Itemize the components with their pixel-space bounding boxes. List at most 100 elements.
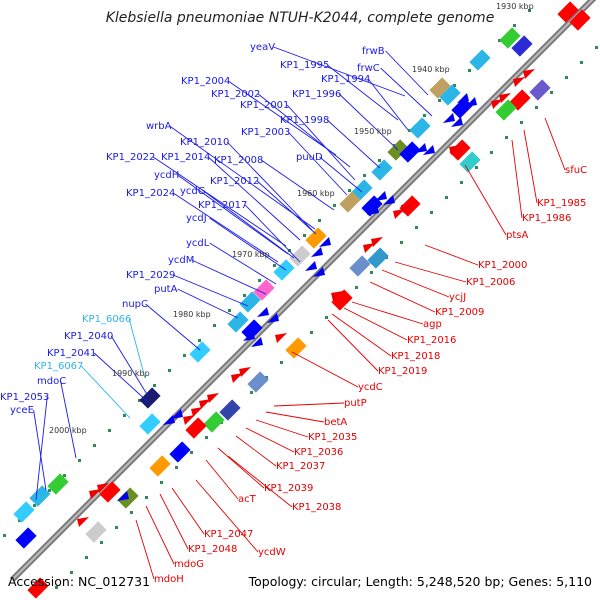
- scale-tick: [3, 534, 6, 537]
- label-leader-line: [203, 190, 295, 259]
- gene-label[interactable]: KP1_6066: [82, 314, 131, 325]
- gene-label[interactable]: KP1_2048: [188, 544, 237, 555]
- label-leader-lines: [33, 46, 566, 580]
- gene-label[interactable]: sfuC: [565, 165, 587, 176]
- gene-label[interactable]: wrbA: [146, 121, 172, 132]
- scale-tick: [408, 129, 411, 132]
- gene-label[interactable]: ycdL: [186, 238, 210, 249]
- gene-label[interactable]: KP1_2036: [294, 447, 343, 458]
- reverse-gene-arrow: [363, 243, 375, 253]
- gene-label[interactable]: KP1_2019: [378, 366, 427, 377]
- gene-label[interactable]: KP1_1986: [522, 213, 571, 224]
- gene-label[interactable]: yceE: [10, 405, 34, 416]
- gene-label[interactable]: agp: [423, 319, 442, 330]
- gene-label[interactable]: frwB: [362, 46, 385, 57]
- gene-label[interactable]: ycdH: [154, 170, 179, 181]
- reverse-gene-block: [459, 151, 481, 173]
- gene-label[interactable]: KP1_2002: [211, 89, 260, 100]
- gene-label[interactable]: KP1_1994: [321, 74, 370, 85]
- gene-label[interactable]: KP1_2017: [198, 200, 247, 211]
- reverse-gene-block: [185, 417, 207, 439]
- gene-label[interactable]: KP1_2022: [106, 152, 155, 163]
- gene-label[interactable]: KP1_2003: [241, 127, 290, 138]
- gene-label[interactable]: KP1_2014: [161, 152, 210, 163]
- gene-label[interactable]: KP1_2018: [391, 351, 440, 362]
- gene-label[interactable]: KP1_2029: [126, 270, 175, 281]
- gene-label[interactable]: KP1_2024: [126, 188, 175, 199]
- label-leader-line: [380, 67, 433, 117]
- gene-label[interactable]: KP1_2040: [64, 331, 113, 342]
- gene-label[interactable]: mdoG: [174, 559, 204, 570]
- forward-gene-arrow: [367, 205, 379, 215]
- reverse-gene-arrow: [331, 291, 343, 301]
- scale-tick: [528, 9, 531, 12]
- gene-label[interactable]: yeaV: [250, 42, 275, 53]
- gene-label[interactable]: putP: [344, 398, 367, 409]
- gene-label[interactable]: ycjJ: [449, 292, 466, 303]
- scale-tick: [318, 219, 321, 222]
- gene-label[interactable]: ycdM: [168, 255, 194, 266]
- gene-label[interactable]: KP1_2001: [240, 100, 289, 111]
- forward-gene-arrow: [383, 195, 395, 205]
- gene-label[interactable]: acT: [238, 494, 257, 505]
- reverse-gene-block: [247, 371, 269, 393]
- gene-label[interactable]: KP1_2037: [276, 461, 325, 472]
- scale-tick: [213, 324, 216, 327]
- gene-label[interactable]: KP1_2053: [0, 392, 49, 403]
- scale-tick: [325, 316, 328, 319]
- gene-label[interactable]: ycdC: [358, 382, 383, 393]
- scale-tick: [505, 136, 508, 139]
- gene-label[interactable]: KP1_2004: [181, 76, 230, 87]
- label-leader-line: [385, 50, 429, 96]
- gene-label[interactable]: KP1_2047: [204, 529, 253, 540]
- gene-label[interactable]: ycdG: [180, 186, 206, 197]
- gene-label[interactable]: ycdJ: [186, 213, 207, 224]
- scale-tick: [423, 114, 426, 117]
- gene-label[interactable]: mdoH: [154, 574, 184, 585]
- gene-label[interactable]: KP1_2041: [47, 348, 96, 359]
- gene-label[interactable]: puuD: [296, 152, 323, 163]
- gene-label[interactable]: KP1_6067: [34, 361, 83, 372]
- gene-label[interactable]: ptsA: [506, 230, 528, 241]
- gene-label[interactable]: KP1_1995: [280, 60, 329, 71]
- reverse-gene-block: [331, 289, 353, 311]
- gene-label[interactable]: KP1_2006: [466, 277, 515, 288]
- reverse-gene-arrow: [97, 483, 109, 493]
- gene-label[interactable]: KP1_2008: [214, 155, 263, 166]
- scale-tick: [445, 196, 448, 199]
- gene-label[interactable]: ycdW: [258, 547, 286, 558]
- reverse-gene-block: [495, 99, 517, 121]
- label-leader-line: [265, 411, 325, 423]
- forward-gene-arrow: [311, 247, 323, 257]
- gene-label[interactable]: KP1_2009: [435, 307, 484, 318]
- gene-label[interactable]: mdoC: [37, 376, 66, 387]
- gene-label[interactable]: KP1_1996: [292, 89, 341, 100]
- scale-tick: [370, 271, 373, 274]
- kbp-label: 1950 kbp: [354, 127, 392, 136]
- forward-gene-arrow: [451, 117, 463, 127]
- gene-label[interactable]: betA: [324, 417, 347, 428]
- gene-label[interactable]: KP1_2010: [180, 137, 229, 148]
- gene-label[interactable]: KP1_2012: [210, 176, 259, 187]
- gene-label[interactable]: KP1_2000: [478, 260, 527, 271]
- forward-gene-arrow: [443, 113, 455, 123]
- gene-label[interactable]: KP1_2035: [308, 432, 357, 443]
- topology-summary: Topology: circular; Length: 5,248,520 bp…: [248, 574, 592, 589]
- gene-label[interactable]: KP1_2038: [292, 502, 341, 513]
- reverse-gene-arrow: [231, 373, 243, 383]
- label-leader-line: [273, 402, 345, 407]
- gene-label[interactable]: KP1_1998: [280, 115, 329, 126]
- gene-label[interactable]: KP1_2016: [407, 335, 456, 346]
- gene-label[interactable]: nupC: [122, 299, 148, 310]
- forward-gene-block: [13, 501, 35, 523]
- forward-gene-arrow: [457, 93, 469, 103]
- gene-label[interactable]: putA: [154, 284, 178, 295]
- label-leader-line: [235, 435, 277, 467]
- gene-label[interactable]: frwC: [357, 63, 380, 74]
- label-leader-line: [110, 335, 149, 397]
- gene-label[interactable]: KP1_1985: [537, 198, 586, 209]
- reverse-gene-arrow: [207, 393, 219, 403]
- gene-label[interactable]: KP1_2039: [264, 483, 313, 494]
- reverse-gene-arrow: [513, 77, 525, 87]
